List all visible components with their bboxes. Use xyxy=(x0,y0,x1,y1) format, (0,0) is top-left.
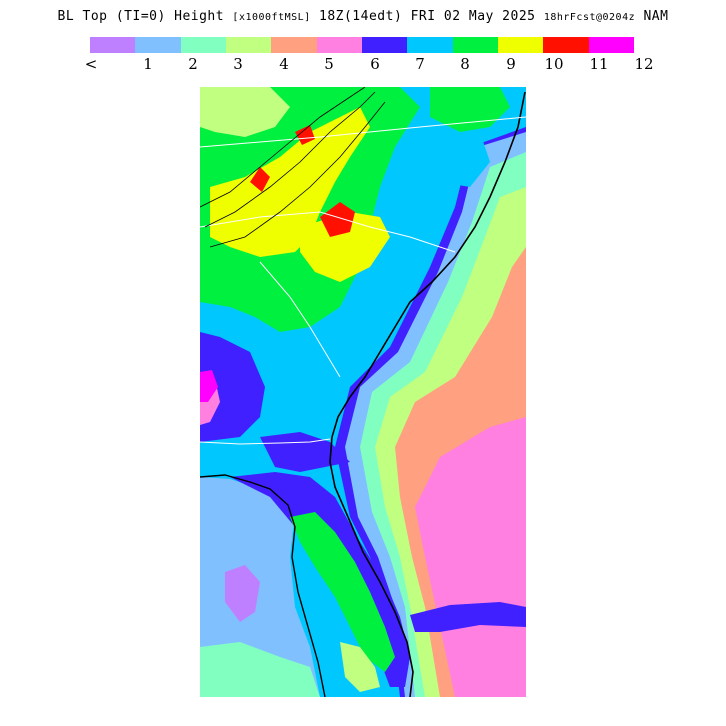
inland-band-9-2 xyxy=(300,212,390,282)
legend-swatch-1 xyxy=(135,37,181,53)
terrain-contour xyxy=(204,91,376,228)
legend-tick: 2 xyxy=(188,55,198,73)
gulf-band-lt1 xyxy=(225,565,260,622)
legend-tick: 10 xyxy=(544,55,564,73)
legend-tick: < xyxy=(84,55,98,73)
gulf-band-2 xyxy=(200,642,320,697)
legend-swatch-10 xyxy=(543,37,589,53)
gulf-coastline xyxy=(200,474,326,697)
title-prefix: BL Top (TI=0) Height xyxy=(57,9,225,24)
legend-swatch-4 xyxy=(271,37,317,53)
state-border-ga-fl xyxy=(200,438,331,445)
ocean-band-6-south xyxy=(410,602,526,632)
hotspot-10-c xyxy=(295,125,315,145)
legend-tick: 4 xyxy=(279,55,289,73)
legend-ticks: < 1 2 3 4 5 6 7 8 9 10 11 12 xyxy=(0,55,726,75)
legend-tick: 3 xyxy=(233,55,243,73)
hotspot-10-b xyxy=(250,167,270,192)
legend-tick: 8 xyxy=(460,55,470,73)
inland-band-9 xyxy=(210,107,370,257)
legend-tick: 9 xyxy=(506,55,516,73)
florida-band-8 xyxy=(290,512,395,672)
coastal-band-7 xyxy=(410,117,490,187)
legend-swatch-6 xyxy=(361,37,408,53)
title-fcst: 18hrFcst@0204z xyxy=(543,12,636,23)
pink-patch-11 xyxy=(200,370,218,402)
south-band-6 xyxy=(200,332,265,442)
title-valid: 18Z(14edt) FRI 02 May 2025 xyxy=(319,9,536,24)
legend-tick: 11 xyxy=(589,55,609,73)
title-units: [x1000ftMSL] xyxy=(232,12,311,23)
forecast-map xyxy=(200,87,526,697)
terrain-contour xyxy=(209,101,386,248)
state-border-ga-sc xyxy=(259,261,341,378)
legend-swatch-11 xyxy=(588,37,634,53)
legend-swatch-5 xyxy=(316,37,362,53)
legend-swatch-9 xyxy=(497,37,544,53)
legend-tick: 12 xyxy=(634,55,654,73)
legend-swatch-2 xyxy=(180,37,226,53)
legend-tick: 5 xyxy=(324,55,334,73)
legend-tick: 7 xyxy=(415,55,425,73)
florida-band-3 xyxy=(340,642,380,692)
florida-band-6 xyxy=(230,472,410,687)
title-model: NAM xyxy=(643,9,669,24)
mountain-band-3 xyxy=(200,87,290,137)
georgia-band-6 xyxy=(260,432,350,472)
state-border-nc xyxy=(200,211,456,253)
legend-tick: 6 xyxy=(370,55,380,73)
legend-swatch-7 xyxy=(407,37,453,53)
gulf-band-1 xyxy=(200,477,320,697)
legend-tick: 1 xyxy=(143,55,153,73)
coastline xyxy=(329,91,526,697)
state-border-va xyxy=(200,116,526,148)
chart-title: BL Top (TI=0) Height [x1000ftMSL] 18Z(14… xyxy=(0,9,726,24)
terrain-contour xyxy=(200,87,366,208)
legend-swatch-8 xyxy=(452,37,498,53)
legend-swatch-3 xyxy=(225,37,272,53)
legend-swatch-lt1 xyxy=(90,37,136,53)
hotspot-10-a xyxy=(320,202,355,237)
color-legend xyxy=(90,37,634,53)
